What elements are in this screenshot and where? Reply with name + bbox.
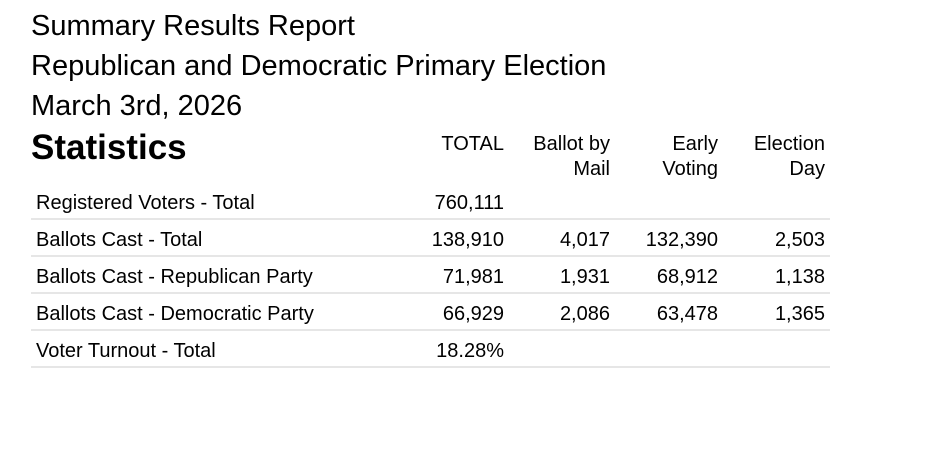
ballot-by-mail-value: 2,086 bbox=[559, 303, 610, 325]
column-header-total: TOTAL bbox=[441, 133, 504, 155]
column-header-ballot-by-mail: Ballot by Mail bbox=[533, 133, 610, 180]
ballot-by-mail-value: 1,931 bbox=[559, 266, 610, 288]
total-value: 138,910 bbox=[431, 229, 504, 251]
report-title: Summary Results Report bbox=[31, 10, 355, 42]
election-name: Republican and Democratic Primary Electi… bbox=[31, 50, 607, 82]
table-row-ballots-cast-total: Ballots Cast - Total 138,910 4,017 132,3… bbox=[31, 220, 830, 257]
table-row-registered-voters: Registered Voters - Total 760,111 bbox=[31, 183, 830, 220]
table-row-ballots-cast-democratic: Ballots Cast - Democratic Party 66,929 2… bbox=[31, 294, 830, 331]
row-label: Ballots Cast - Democratic Party bbox=[36, 303, 314, 325]
table-row-voter-turnout: Voter Turnout - Total 18.28% bbox=[31, 331, 830, 368]
column-header-election-day: Election Day bbox=[753, 133, 825, 180]
column-header-early-voting: Early Voting bbox=[662, 133, 718, 180]
report-header: Summary Results Report Republican and De… bbox=[31, 6, 606, 126]
election-date: March 3rd, 2026 bbox=[31, 90, 243, 122]
statistics-heading: Statistics bbox=[31, 128, 187, 167]
early-voting-value: 132,390 bbox=[645, 229, 718, 251]
row-label: Ballots Cast - Total bbox=[36, 229, 203, 251]
row-label: Voter Turnout - Total bbox=[36, 340, 216, 362]
election-day-value: 1,138 bbox=[774, 266, 825, 288]
row-label: Registered Voters - Total bbox=[36, 192, 255, 214]
total-value: 71,981 bbox=[442, 266, 504, 288]
election-day-value: 1,365 bbox=[774, 303, 825, 325]
election-day-value: 2,503 bbox=[774, 229, 825, 251]
total-value: 760,111 bbox=[434, 192, 504, 214]
statistics-table: Registered Voters - Total 760,111 Ballot… bbox=[31, 183, 830, 368]
table-row-ballots-cast-republican: Ballots Cast - Republican Party 71,981 1… bbox=[31, 257, 830, 294]
early-voting-value: 63,478 bbox=[656, 303, 718, 325]
early-voting-value: 68,912 bbox=[656, 266, 718, 288]
total-value: 66,929 bbox=[442, 303, 504, 325]
total-value: 18.28% bbox=[436, 340, 504, 362]
ballot-by-mail-value: 4,017 bbox=[559, 229, 610, 251]
row-label: Ballots Cast - Republican Party bbox=[36, 266, 313, 288]
